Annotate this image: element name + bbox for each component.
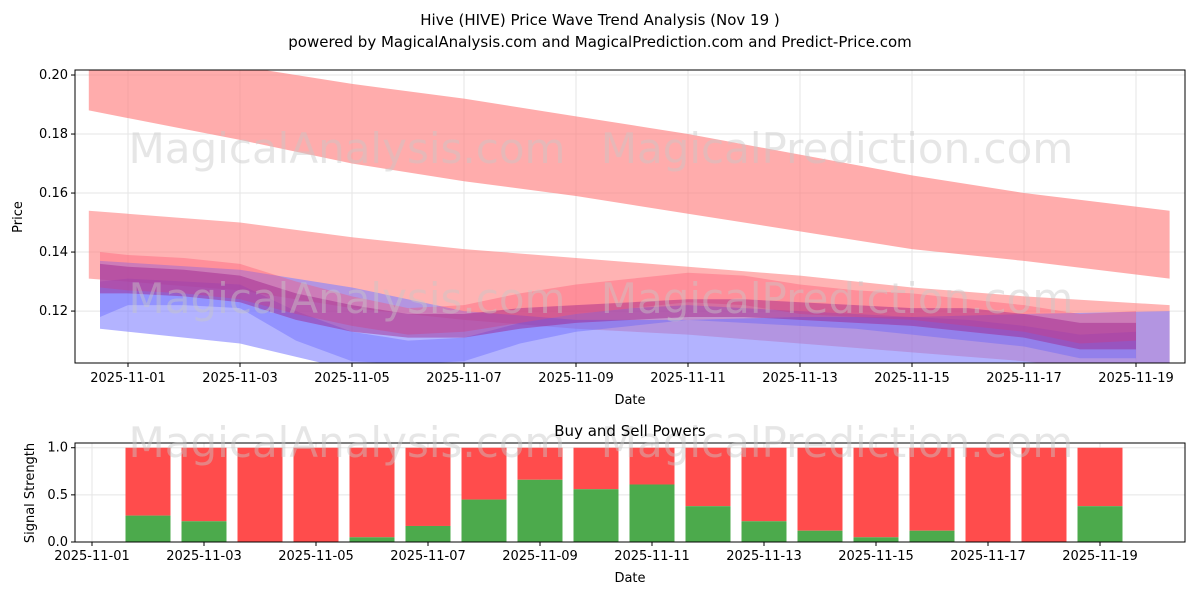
watermark: MagicalPrediction.com [601, 418, 1074, 467]
y-axis-label: Price [11, 201, 26, 233]
x-tick-label: 2025-11-03 [202, 371, 278, 386]
x-axis-label: Date [614, 393, 645, 408]
sell-bar [293, 447, 339, 542]
buy-bar [909, 530, 955, 542]
bar-chart-title: Buy and Sell Powers [554, 422, 706, 440]
sell-bar [909, 447, 955, 531]
y-tick-label: 0.18 [39, 127, 68, 142]
y-tick-label: 1.0 [47, 441, 68, 456]
x-tick-label: 2025-11-13 [726, 549, 802, 564]
sell-bar [405, 447, 451, 526]
buy-bar [461, 499, 507, 542]
sell-bar [181, 447, 227, 522]
sell-bar [965, 447, 1011, 542]
x-tick-label: 2025-11-05 [314, 371, 390, 386]
x-tick-label: 2025-11-01 [54, 549, 130, 564]
buy-bar [1077, 506, 1123, 542]
sell-bar [1077, 447, 1123, 507]
x-tick-label: 2025-11-15 [838, 549, 914, 564]
sell-bar [125, 447, 171, 516]
x-tick-label: 2025-11-05 [278, 549, 354, 564]
bands [88, 70, 1170, 363]
plot-frame [74, 69, 1186, 364]
sell-bar [237, 447, 283, 542]
buy-bar [797, 530, 843, 542]
watermark: MagicalAnalysis.com [129, 124, 566, 173]
x-tick-label: 2025-11-07 [390, 549, 466, 564]
sell-bar [853, 447, 899, 538]
bar-plot-frame [74, 442, 1186, 543]
x-tick-label: 2025-11-19 [1062, 549, 1138, 564]
buy-bar [685, 506, 731, 542]
red-wave-band [100, 252, 1136, 344]
x-tick-label: 2025-11-11 [650, 371, 726, 386]
y-tick-label: 0.14 [39, 245, 68, 260]
x-tick-label: 2025-11-15 [874, 371, 950, 386]
y-tick-label: 0.12 [39, 304, 68, 319]
x-tick-label: 2025-11-09 [502, 549, 578, 564]
sell-bar [797, 447, 843, 531]
y-tick-label: 0.0 [47, 535, 68, 550]
buy-bar [629, 484, 675, 542]
x-tick-label: 2025-11-07 [426, 371, 502, 386]
sell-bar [461, 447, 507, 500]
x-tick-label: 2025-11-11 [614, 549, 690, 564]
y-tick-label: 0.5 [47, 488, 68, 503]
buy-bar [517, 479, 563, 542]
sell-bar [1021, 447, 1067, 542]
sell-bar [349, 447, 395, 538]
sell-bar [741, 447, 787, 522]
buy-bar [573, 489, 619, 542]
y-tick-label: 0.20 [39, 68, 68, 83]
bar-x-axis-label: Date [614, 571, 645, 586]
lower-blue-band [100, 260, 1170, 363]
buy-bar [349, 537, 395, 542]
watermark: MagicalPrediction.com [601, 124, 1074, 173]
chart-title: Hive (HIVE) Price Wave Trend Analysis (N… [420, 11, 780, 29]
sell-bar [685, 447, 731, 507]
x-tick-label: 2025-11-13 [762, 371, 838, 386]
y-tick-label: 0.16 [39, 186, 68, 201]
buy-bar [181, 521, 227, 542]
x-tick-label: 2025-11-19 [1098, 371, 1174, 386]
buy-bar [853, 537, 899, 542]
buy-bar [125, 515, 171, 542]
blue-wave-band [100, 278, 1136, 363]
sell-bar [573, 447, 619, 490]
chart-subtitle: powered by MagicalAnalysis.com and Magic… [288, 33, 912, 51]
x-tick-label: 2025-11-17 [986, 371, 1062, 386]
x-tick-label: 2025-11-01 [90, 371, 166, 386]
buy-bar [741, 521, 787, 542]
x-tick-label: 2025-11-09 [538, 371, 614, 386]
x-tick-label: 2025-11-03 [166, 549, 242, 564]
buy-bar [405, 525, 451, 542]
bar-y-axis-label: Signal Strength [23, 443, 38, 543]
watermark: MagicalPrediction.com [601, 274, 1074, 323]
sell-bar [517, 447, 563, 480]
watermark: MagicalAnalysis.com [129, 418, 566, 467]
purple-wave-band [100, 263, 1136, 350]
sell-bar [629, 447, 675, 485]
watermark: MagicalAnalysis.com [129, 274, 566, 323]
x-tick-label: 2025-11-17 [950, 549, 1026, 564]
upper-red-band [88, 70, 1170, 279]
